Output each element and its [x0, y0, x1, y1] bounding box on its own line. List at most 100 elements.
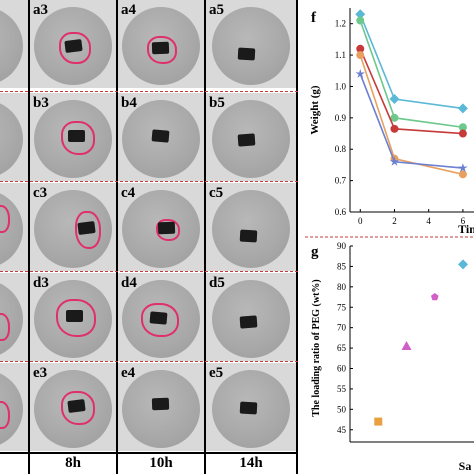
sample-block — [77, 221, 96, 235]
row-divider — [0, 181, 298, 182]
leak-outline — [0, 205, 10, 233]
leak-outline — [147, 36, 177, 64]
data-point — [356, 51, 365, 60]
panel-label: e5 — [209, 365, 224, 381]
sample-block — [149, 311, 168, 325]
data-point — [458, 123, 467, 132]
sample-block — [239, 229, 258, 243]
data-point — [390, 124, 399, 133]
photo-cell — [0, 183, 28, 271]
time-label: 14h — [239, 455, 263, 471]
photo-cell: c3 — [30, 183, 116, 271]
panel-label: c5 — [209, 185, 224, 201]
y-axis-label: Weight (g) — [309, 85, 321, 135]
data-point — [390, 113, 399, 122]
sample-block — [66, 310, 83, 322]
y-tick-label: 45 — [337, 425, 347, 435]
sample-block — [237, 47, 256, 61]
sample-block — [68, 130, 85, 142]
column-divider — [28, 0, 30, 474]
photo-cell — [0, 0, 28, 88]
y-tick-label: 1.1 — [335, 50, 346, 60]
time-label: 10h — [149, 455, 173, 471]
panel-label: c4 — [121, 185, 136, 201]
y-tick-label: 1.0 — [335, 81, 347, 91]
time-strip — [0, 452, 298, 476]
sample-block — [151, 397, 170, 411]
x-tick-label: 6 — [461, 216, 466, 226]
series-line — [359, 13, 464, 110]
sample-disc — [212, 190, 290, 268]
panel-label: e4 — [121, 365, 136, 381]
y-tick-label: 0.8 — [335, 144, 347, 154]
y-tick-label: 0.9 — [335, 113, 347, 123]
panel-label: a5 — [209, 2, 224, 18]
panel-label: f — [311, 10, 317, 26]
panel-label: d5 — [209, 275, 225, 291]
y-tick-label: 1.2 — [335, 19, 346, 29]
data-point — [401, 341, 412, 351]
x-tick-label: 4 — [426, 216, 431, 226]
leak-outline — [61, 391, 95, 425]
photo-cell: e4 — [118, 363, 204, 451]
y-tick-label: 90 — [337, 241, 347, 251]
photo-cell: a3 — [30, 0, 116, 88]
data-point — [431, 293, 439, 301]
data-point — [374, 417, 383, 426]
leak-outline — [61, 121, 95, 155]
sample-disc — [212, 7, 290, 85]
x-tick-label: 0 — [358, 216, 363, 226]
time-label: 8h — [65, 455, 81, 471]
x-axis-label: Sa — [459, 459, 472, 473]
panel-label: d3 — [33, 275, 49, 291]
leak-outline — [59, 32, 91, 64]
sample-disc — [0, 370, 23, 448]
x-axis-label: Tin — [458, 222, 474, 236]
photo-cell: b5 — [206, 93, 296, 181]
photo-cell: d4 — [118, 273, 204, 361]
y-tick-label: 60 — [337, 364, 347, 374]
panel-label: b3 — [33, 95, 49, 111]
y-tick-label: 80 — [337, 282, 347, 292]
photo-cell: e3 — [30, 363, 116, 451]
sample-disc — [0, 100, 23, 178]
sample-block — [239, 315, 258, 329]
data-point — [458, 259, 469, 270]
photo-cell — [0, 363, 28, 451]
data-point — [458, 170, 467, 179]
sample-block — [64, 39, 83, 53]
data-point — [356, 16, 365, 25]
column-divider — [116, 0, 118, 474]
sample-block — [239, 401, 258, 415]
photo-cell: c4 — [118, 183, 204, 271]
photo-cell: d3 — [30, 273, 116, 361]
y-tick-label: 75 — [337, 302, 347, 312]
row-divider — [0, 361, 298, 362]
data-point — [389, 156, 400, 166]
x-tick-label: 2 — [392, 216, 397, 226]
column-divider — [204, 0, 206, 474]
sample-block — [157, 221, 176, 235]
panel-label: c3 — [33, 185, 48, 201]
column-divider — [296, 0, 298, 474]
data-point — [356, 44, 365, 53]
leak-outline — [75, 211, 101, 249]
photo-cell: a4 — [118, 0, 204, 88]
panel-label: a4 — [121, 2, 136, 18]
column-divider — [296, 452, 298, 474]
photo-cell — [0, 93, 28, 181]
column-divider — [116, 452, 118, 474]
leak-outline — [141, 303, 179, 337]
data-point — [458, 163, 468, 173]
photo-cell — [0, 273, 28, 361]
data-point — [355, 9, 366, 20]
photo-cell: b4 — [118, 93, 204, 181]
sample-block — [151, 129, 170, 143]
sample-block — [67, 399, 86, 413]
leak-outline — [156, 219, 180, 241]
y-tick-label: 0.6 — [335, 207, 347, 217]
column-divider — [204, 452, 206, 474]
leak-outline — [0, 401, 10, 429]
panel-label: a3 — [33, 2, 48, 18]
